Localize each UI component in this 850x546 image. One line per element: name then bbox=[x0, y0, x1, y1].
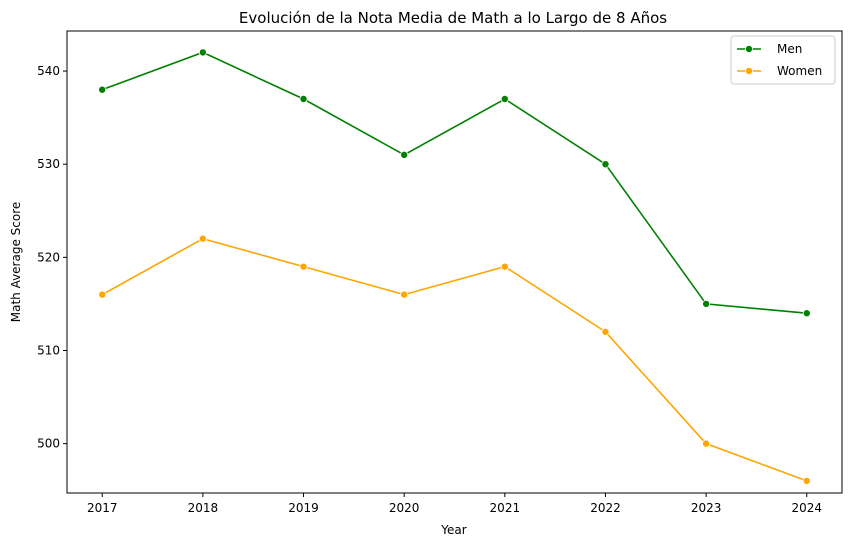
x-tick-label: 2024 bbox=[791, 501, 822, 515]
data-point-women bbox=[98, 290, 107, 299]
series-line-women bbox=[101, 237, 808, 482]
y-tick-label: 520 bbox=[37, 250, 60, 264]
x-tick-label: 2023 bbox=[691, 501, 722, 515]
x-axis: 2017 2018 2019 2020 2021 2022 2023 2024 bbox=[87, 493, 822, 515]
y-axis-label: Math Average Score bbox=[9, 202, 23, 323]
x-tick-label: 2017 bbox=[87, 501, 118, 515]
legend-marker bbox=[745, 45, 754, 54]
data-point-women bbox=[299, 262, 308, 271]
data-point-women bbox=[500, 262, 509, 271]
chart-title: Evolución de la Nota Media de Math a lo … bbox=[239, 9, 667, 27]
legend-label: Women bbox=[777, 64, 822, 78]
data-point-women bbox=[198, 234, 207, 243]
data-point-men bbox=[702, 299, 711, 308]
legend-marker bbox=[745, 67, 754, 76]
legend-item-men: Men bbox=[737, 42, 802, 56]
data-point-women bbox=[601, 327, 610, 336]
y-axis: 500 510 520 530 540 bbox=[37, 64, 67, 451]
legend: Men Women bbox=[730, 35, 836, 85]
series-line-men bbox=[101, 51, 807, 315]
legend-item-women: Women bbox=[737, 64, 822, 78]
data-point-women bbox=[802, 476, 811, 485]
x-tick-label: 2018 bbox=[188, 501, 219, 515]
data-point-men bbox=[198, 48, 207, 57]
x-tick-label: 2021 bbox=[490, 501, 521, 515]
data-point-men bbox=[500, 94, 509, 103]
data-point-men bbox=[601, 160, 610, 169]
x-axis-label: Year bbox=[440, 523, 466, 537]
x-tick-label: 2019 bbox=[288, 501, 319, 515]
data-point-men bbox=[400, 150, 409, 159]
legend-box bbox=[730, 35, 836, 85]
y-tick-label: 530 bbox=[37, 157, 60, 171]
plot-frame bbox=[66, 30, 843, 494]
data-point-women bbox=[702, 439, 711, 448]
data-point-women bbox=[400, 290, 409, 299]
data-point-men bbox=[802, 309, 811, 318]
y-tick-label: 500 bbox=[37, 437, 60, 451]
y-tick-label: 540 bbox=[37, 64, 60, 78]
x-tick-label: 2020 bbox=[389, 501, 420, 515]
data-point-men bbox=[98, 85, 107, 94]
legend-label: Men bbox=[777, 42, 802, 56]
y-tick-label: 510 bbox=[37, 343, 60, 357]
x-tick-label: 2022 bbox=[590, 501, 621, 515]
plot-area bbox=[98, 48, 811, 485]
data-point-men bbox=[299, 94, 308, 103]
